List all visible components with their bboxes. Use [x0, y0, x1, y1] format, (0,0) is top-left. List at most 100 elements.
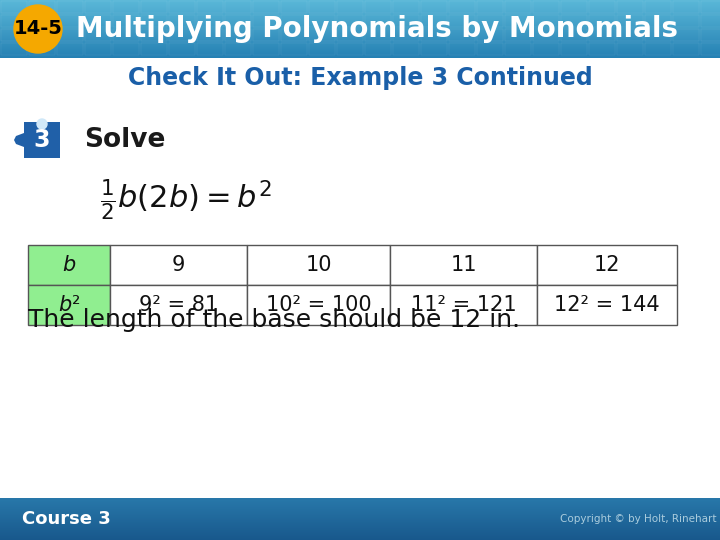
Bar: [0, 193, 720, 195]
Bar: [0, 448, 720, 451]
Bar: [0, 289, 720, 292]
Bar: [645, 15, 671, 27]
Bar: [645, 1, 671, 13]
Bar: [0, 530, 720, 531]
Bar: [561, 15, 587, 27]
Bar: [0, 212, 720, 214]
Bar: [0, 509, 720, 511]
Bar: [0, 521, 720, 522]
Bar: [0, 44, 720, 45]
Bar: [0, 244, 720, 246]
Bar: [0, 292, 720, 294]
Bar: [113, 1, 139, 13]
Bar: [24, 122, 60, 158]
Bar: [0, 23, 720, 24]
Bar: [0, 0, 720, 1]
Bar: [537, 285, 677, 325]
Bar: [561, 43, 587, 55]
Bar: [0, 441, 720, 443]
Text: Copyright © by Holt, Rinehart and Winston. All Rights Reserved.: Copyright © by Holt, Rinehart and Winsto…: [560, 514, 720, 524]
Bar: [390, 285, 537, 325]
Text: 9: 9: [172, 255, 185, 275]
Bar: [169, 43, 195, 55]
Bar: [0, 97, 720, 99]
Bar: [617, 15, 643, 27]
Bar: [0, 191, 720, 193]
Bar: [169, 15, 195, 27]
Bar: [0, 147, 720, 150]
Bar: [141, 15, 167, 27]
Bar: [197, 29, 223, 41]
Bar: [110, 285, 247, 325]
Bar: [0, 42, 720, 43]
Bar: [0, 335, 720, 338]
Bar: [0, 128, 720, 130]
Text: Multiplying Polynomials by Monomials: Multiplying Polynomials by Monomials: [76, 15, 678, 43]
Bar: [0, 484, 720, 487]
Bar: [0, 3, 720, 4]
Bar: [0, 352, 720, 354]
Bar: [0, 535, 720, 538]
Bar: [0, 102, 720, 104]
Bar: [393, 1, 419, 13]
Bar: [0, 77, 720, 80]
Bar: [673, 15, 699, 27]
Bar: [390, 245, 537, 285]
Bar: [449, 1, 475, 13]
Bar: [589, 29, 615, 41]
Bar: [505, 29, 531, 41]
Bar: [0, 229, 720, 232]
Bar: [0, 35, 720, 36]
Bar: [0, 395, 720, 398]
Bar: [393, 43, 419, 55]
Bar: [0, 92, 720, 94]
Text: $b²$: $b²$: [58, 295, 80, 315]
Bar: [0, 299, 720, 301]
Bar: [673, 43, 699, 55]
Bar: [0, 52, 720, 53]
Bar: [0, 537, 720, 538]
Bar: [0, 301, 720, 304]
Bar: [0, 408, 720, 410]
Bar: [0, 528, 720, 530]
Bar: [0, 217, 720, 219]
Bar: [253, 1, 279, 13]
Bar: [85, 15, 111, 27]
Bar: [533, 43, 559, 55]
Bar: [337, 1, 363, 13]
Bar: [337, 15, 363, 27]
Bar: [0, 507, 720, 509]
Bar: [0, 26, 720, 27]
Bar: [0, 376, 720, 379]
Bar: [449, 43, 475, 55]
Bar: [0, 422, 720, 424]
Bar: [169, 1, 195, 13]
Bar: [1, 1, 27, 13]
Bar: [0, 420, 720, 422]
Bar: [0, 29, 720, 30]
Bar: [0, 503, 720, 504]
Bar: [0, 40, 720, 41]
Bar: [1, 15, 27, 27]
Bar: [0, 174, 720, 176]
Bar: [0, 510, 720, 511]
Bar: [0, 530, 720, 533]
Bar: [0, 362, 720, 364]
Bar: [0, 75, 720, 77]
Bar: [57, 1, 83, 13]
Bar: [0, 443, 720, 446]
Bar: [589, 43, 615, 55]
Bar: [0, 25, 720, 26]
Bar: [0, 499, 720, 500]
Bar: [0, 525, 720, 526]
Bar: [1, 43, 27, 55]
Bar: [0, 56, 720, 58]
Bar: [0, 241, 720, 244]
Bar: [0, 512, 720, 513]
Bar: [85, 43, 111, 55]
Bar: [0, 120, 720, 123]
Bar: [0, 499, 720, 502]
Bar: [0, 287, 720, 289]
Bar: [393, 15, 419, 27]
Text: 10² = 100: 10² = 100: [266, 295, 372, 315]
